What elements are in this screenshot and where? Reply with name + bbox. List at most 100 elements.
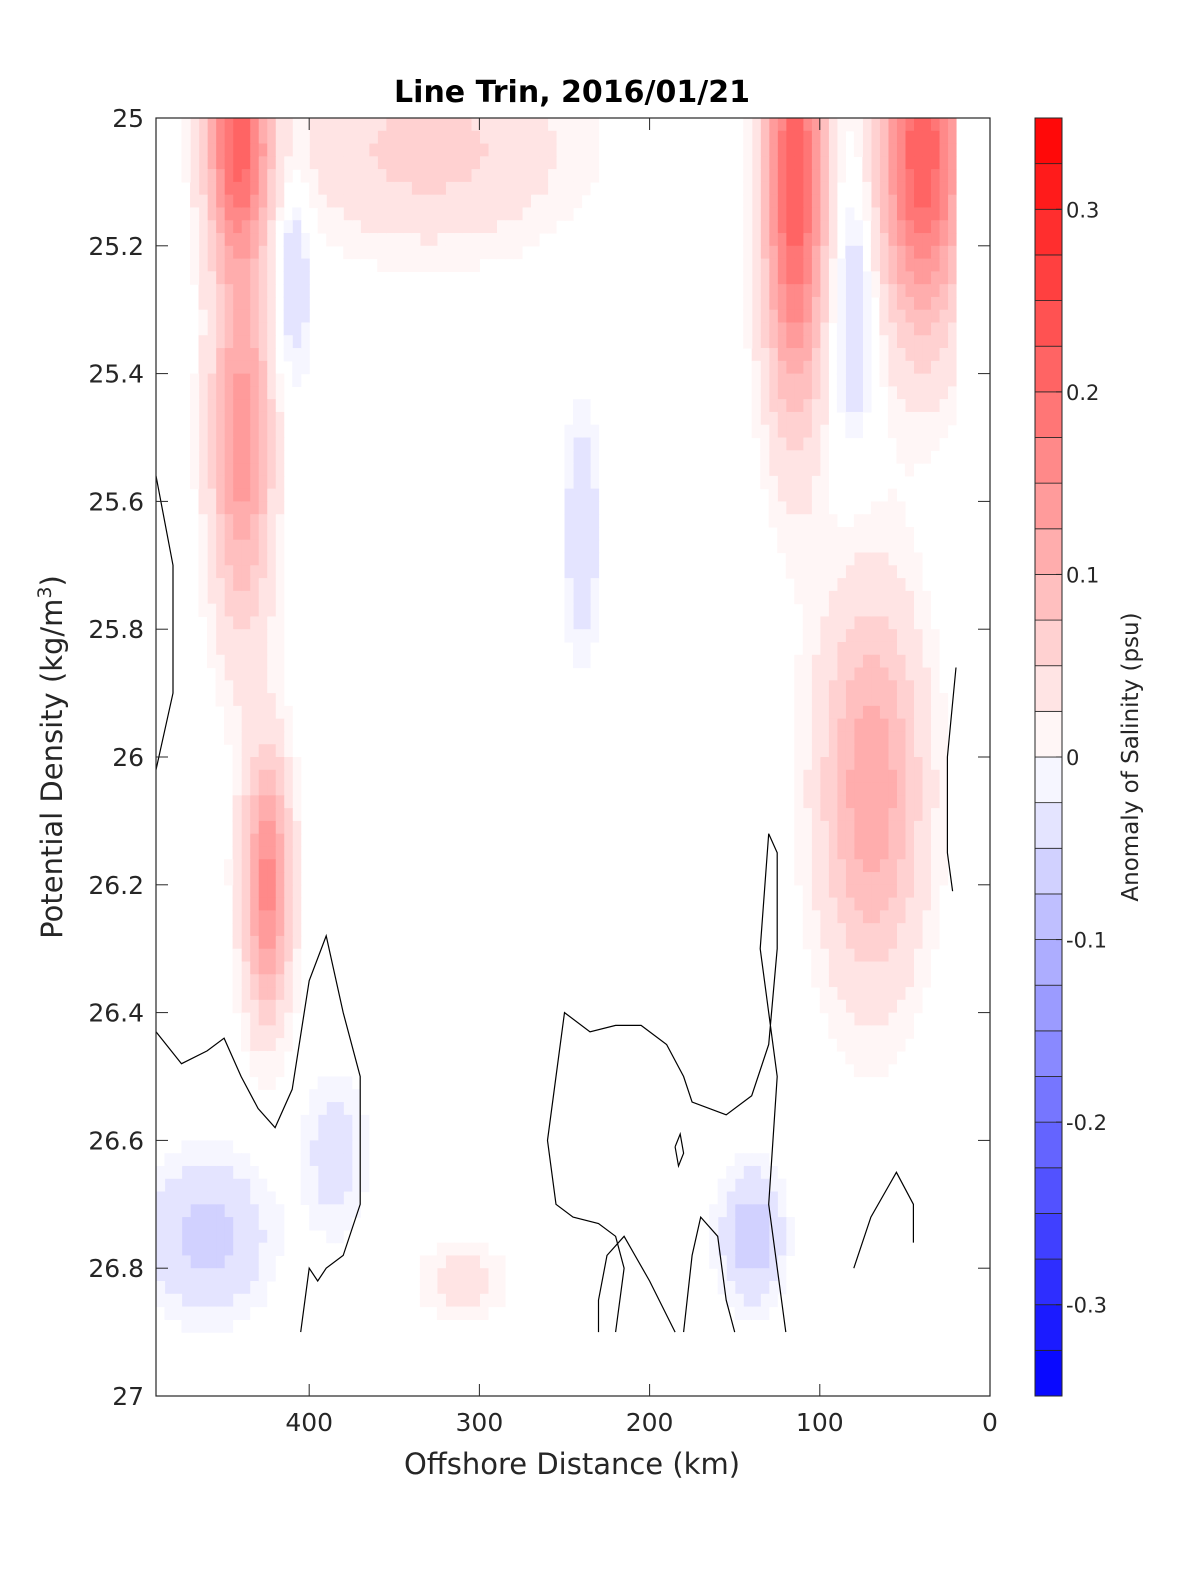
heatmap-cell bbox=[777, 1204, 787, 1218]
heatmap-cell bbox=[879, 1038, 889, 1052]
heatmap-cell bbox=[938, 296, 949, 311]
heatmap-cell bbox=[258, 322, 268, 336]
heatmap-cell bbox=[436, 1293, 446, 1308]
heatmap-cell bbox=[385, 156, 395, 170]
heatmap-cell bbox=[887, 910, 897, 924]
heatmap-cell bbox=[351, 1102, 361, 1116]
heatmap-cell bbox=[921, 974, 932, 988]
heatmap-cell bbox=[224, 1255, 234, 1269]
heatmap-cell bbox=[879, 296, 889, 311]
heatmap-cell bbox=[802, 348, 812, 362]
heatmap-cell bbox=[266, 795, 276, 809]
heatmap-cell bbox=[258, 1063, 268, 1078]
heatmap-cell bbox=[845, 910, 855, 924]
heatmap-cell bbox=[190, 424, 200, 439]
heatmap-cell bbox=[573, 603, 583, 618]
heatmap-cell bbox=[768, 156, 778, 170]
heatmap-cell bbox=[266, 309, 276, 324]
heatmap-cell bbox=[181, 1204, 191, 1218]
heatmap-cell bbox=[487, 169, 498, 183]
heatmap-cell bbox=[351, 143, 361, 157]
heatmap-cell bbox=[258, 258, 268, 272]
heatmap-cell bbox=[351, 194, 361, 209]
heatmap-cell bbox=[232, 603, 242, 618]
heatmap-cell bbox=[283, 335, 293, 349]
heatmap-cell bbox=[836, 1038, 846, 1052]
heatmap-cell bbox=[351, 1153, 361, 1167]
heatmap-cell bbox=[887, 271, 897, 285]
heatmap-cell bbox=[836, 629, 846, 643]
heatmap-cell bbox=[504, 118, 515, 132]
heatmap-cell bbox=[887, 130, 897, 145]
heatmap-cell bbox=[828, 258, 838, 272]
heatmap-cell bbox=[402, 181, 412, 196]
heatmap-cell bbox=[921, 744, 932, 758]
heatmap-cell bbox=[751, 1191, 761, 1205]
heatmap-cell bbox=[266, 488, 276, 502]
heatmap-cell bbox=[215, 296, 225, 311]
heatmap-cell bbox=[436, 130, 446, 145]
heatmap-cell bbox=[275, 782, 285, 796]
heatmap-cell bbox=[921, 194, 932, 209]
heatmap-cell bbox=[496, 130, 506, 145]
heatmap-cell bbox=[777, 233, 787, 247]
heatmap-cell bbox=[887, 616, 897, 630]
heatmap-cell bbox=[453, 1268, 463, 1282]
heatmap-cell bbox=[726, 1178, 736, 1193]
heatmap-cell bbox=[904, 923, 915, 937]
heatmap-cell bbox=[198, 590, 208, 605]
heatmap-cell bbox=[836, 322, 846, 336]
heatmap-cell bbox=[726, 1255, 736, 1269]
heatmap-cell bbox=[224, 118, 234, 132]
heatmap-cell bbox=[198, 258, 208, 272]
heatmap-cell bbox=[249, 680, 259, 694]
heatmap-cell bbox=[896, 1025, 906, 1039]
heatmap-cell bbox=[530, 169, 540, 183]
heatmap-cell bbox=[734, 1178, 744, 1193]
heatmap-cell bbox=[266, 386, 276, 400]
heatmap-cell bbox=[581, 629, 591, 643]
heatmap-cell bbox=[845, 1025, 855, 1039]
heatmap-cell bbox=[896, 501, 906, 515]
heatmap-cell bbox=[811, 450, 821, 464]
heatmap-cell bbox=[913, 974, 923, 988]
heatmap-cell bbox=[862, 309, 872, 324]
heatmap-cell bbox=[300, 143, 310, 157]
heatmap-cell bbox=[215, 118, 225, 132]
heatmap-cell bbox=[845, 846, 855, 860]
heatmap-cell bbox=[232, 552, 242, 566]
heatmap-cell bbox=[768, 309, 778, 324]
heatmap-cell bbox=[249, 437, 259, 451]
heatmap-cell bbox=[266, 1038, 276, 1052]
heatmap-cell bbox=[538, 130, 549, 145]
heatmap-cell bbox=[743, 1268, 753, 1282]
heatmap-cell bbox=[853, 309, 863, 324]
heatmap-cell bbox=[360, 220, 370, 234]
heatmap-cell bbox=[819, 999, 829, 1014]
heatmap-cell bbox=[743, 156, 753, 170]
colorbar: 0.30.20.10-0.1-0.2-0.3 Anomaly of Salini… bbox=[1034, 117, 1144, 1397]
heatmap-cell bbox=[904, 296, 915, 311]
heatmap-cell bbox=[887, 923, 897, 937]
heatmap-cell bbox=[887, 948, 897, 963]
heatmap-cell bbox=[300, 1165, 310, 1180]
heatmap-cell bbox=[930, 130, 940, 145]
heatmap-cell bbox=[828, 910, 838, 924]
heatmap-cell bbox=[845, 961, 855, 975]
heatmap-cell bbox=[819, 897, 829, 911]
heatmap-cell bbox=[709, 1229, 719, 1244]
heatmap-cell bbox=[870, 156, 880, 170]
heatmap-cell bbox=[862, 360, 872, 375]
heatmap-cell bbox=[266, 693, 276, 707]
heatmap-cell bbox=[215, 1229, 225, 1244]
heatmap-cell bbox=[266, 335, 276, 349]
heatmap-cell bbox=[258, 987, 268, 1001]
heatmap-cell bbox=[504, 194, 515, 209]
heatmap-cell bbox=[317, 1076, 327, 1090]
heatmap-cell bbox=[819, 961, 829, 975]
heatmap-cell bbox=[241, 1165, 251, 1180]
heatmap-cell bbox=[258, 833, 268, 848]
heatmap-cell bbox=[836, 833, 846, 848]
heatmap-cell bbox=[734, 1280, 744, 1295]
heatmap-cell bbox=[751, 181, 761, 196]
